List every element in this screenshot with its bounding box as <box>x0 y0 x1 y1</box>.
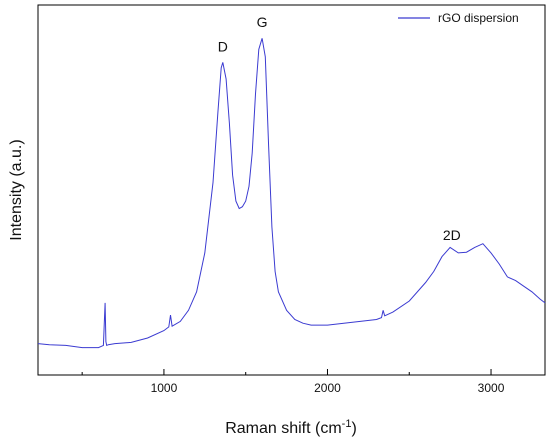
x-tick-label: 1000 <box>151 381 178 395</box>
legend-label: rGO dispersion <box>438 11 519 25</box>
peak-annotations: D G 2D <box>218 14 461 243</box>
peak-label-d: D <box>218 38 228 54</box>
peak-label-2d: 2D <box>443 227 461 243</box>
x-axis-tick-labels: 1000 2000 3000 <box>151 381 505 395</box>
series-line-rgo-dispersion <box>37 38 546 349</box>
x-axis-title: Raman shift (cm-1) <box>225 418 357 437</box>
y-axis-title: Intensity (a.u.) <box>8 139 25 240</box>
x-axis-ticks <box>81 369 492 375</box>
peak-label-g: G <box>257 14 268 30</box>
plot-frame <box>37 4 546 376</box>
legend: rGO dispersion <box>398 11 519 25</box>
x-tick-label: 3000 <box>478 381 505 395</box>
x-tick-label: 2000 <box>314 381 341 395</box>
